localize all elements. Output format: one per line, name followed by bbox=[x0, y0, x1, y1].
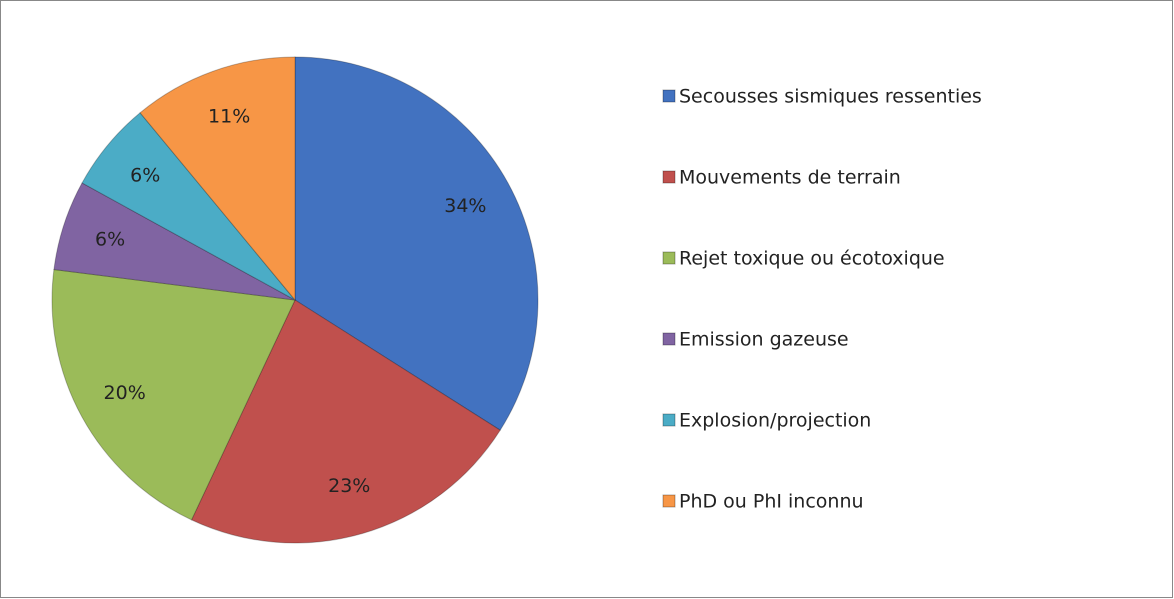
legend-swatch bbox=[662, 413, 676, 427]
legend-swatch bbox=[662, 89, 676, 103]
legend-swatch bbox=[662, 251, 676, 265]
pie-slice bbox=[139, 56, 296, 302]
data-label: 20% bbox=[104, 382, 146, 404]
legend-label: Secousses sismiques ressenties bbox=[679, 86, 982, 108]
legend-label: Explosion/projection bbox=[679, 410, 871, 432]
legend-label: PhD ou PhI inconnu bbox=[679, 491, 864, 513]
pie-slice bbox=[53, 182, 296, 301]
pie-slice bbox=[190, 299, 501, 544]
data-label: 6% bbox=[95, 228, 125, 250]
pie-slice bbox=[81, 112, 296, 301]
legend-swatch bbox=[662, 494, 676, 508]
legend-swatch bbox=[662, 170, 676, 184]
pie-slice bbox=[294, 56, 539, 431]
data-label: 34% bbox=[444, 195, 486, 217]
legend-label: Mouvements de terrain bbox=[679, 167, 901, 189]
legend-label: Rejet toxique ou écotoxique bbox=[679, 248, 945, 270]
data-label: 6% bbox=[130, 165, 160, 187]
pie-slice bbox=[51, 268, 296, 521]
legend-label: Emission gazeuse bbox=[679, 329, 849, 351]
legend-swatch bbox=[662, 332, 676, 346]
data-label: 11% bbox=[208, 106, 250, 128]
data-label: 23% bbox=[328, 475, 370, 497]
